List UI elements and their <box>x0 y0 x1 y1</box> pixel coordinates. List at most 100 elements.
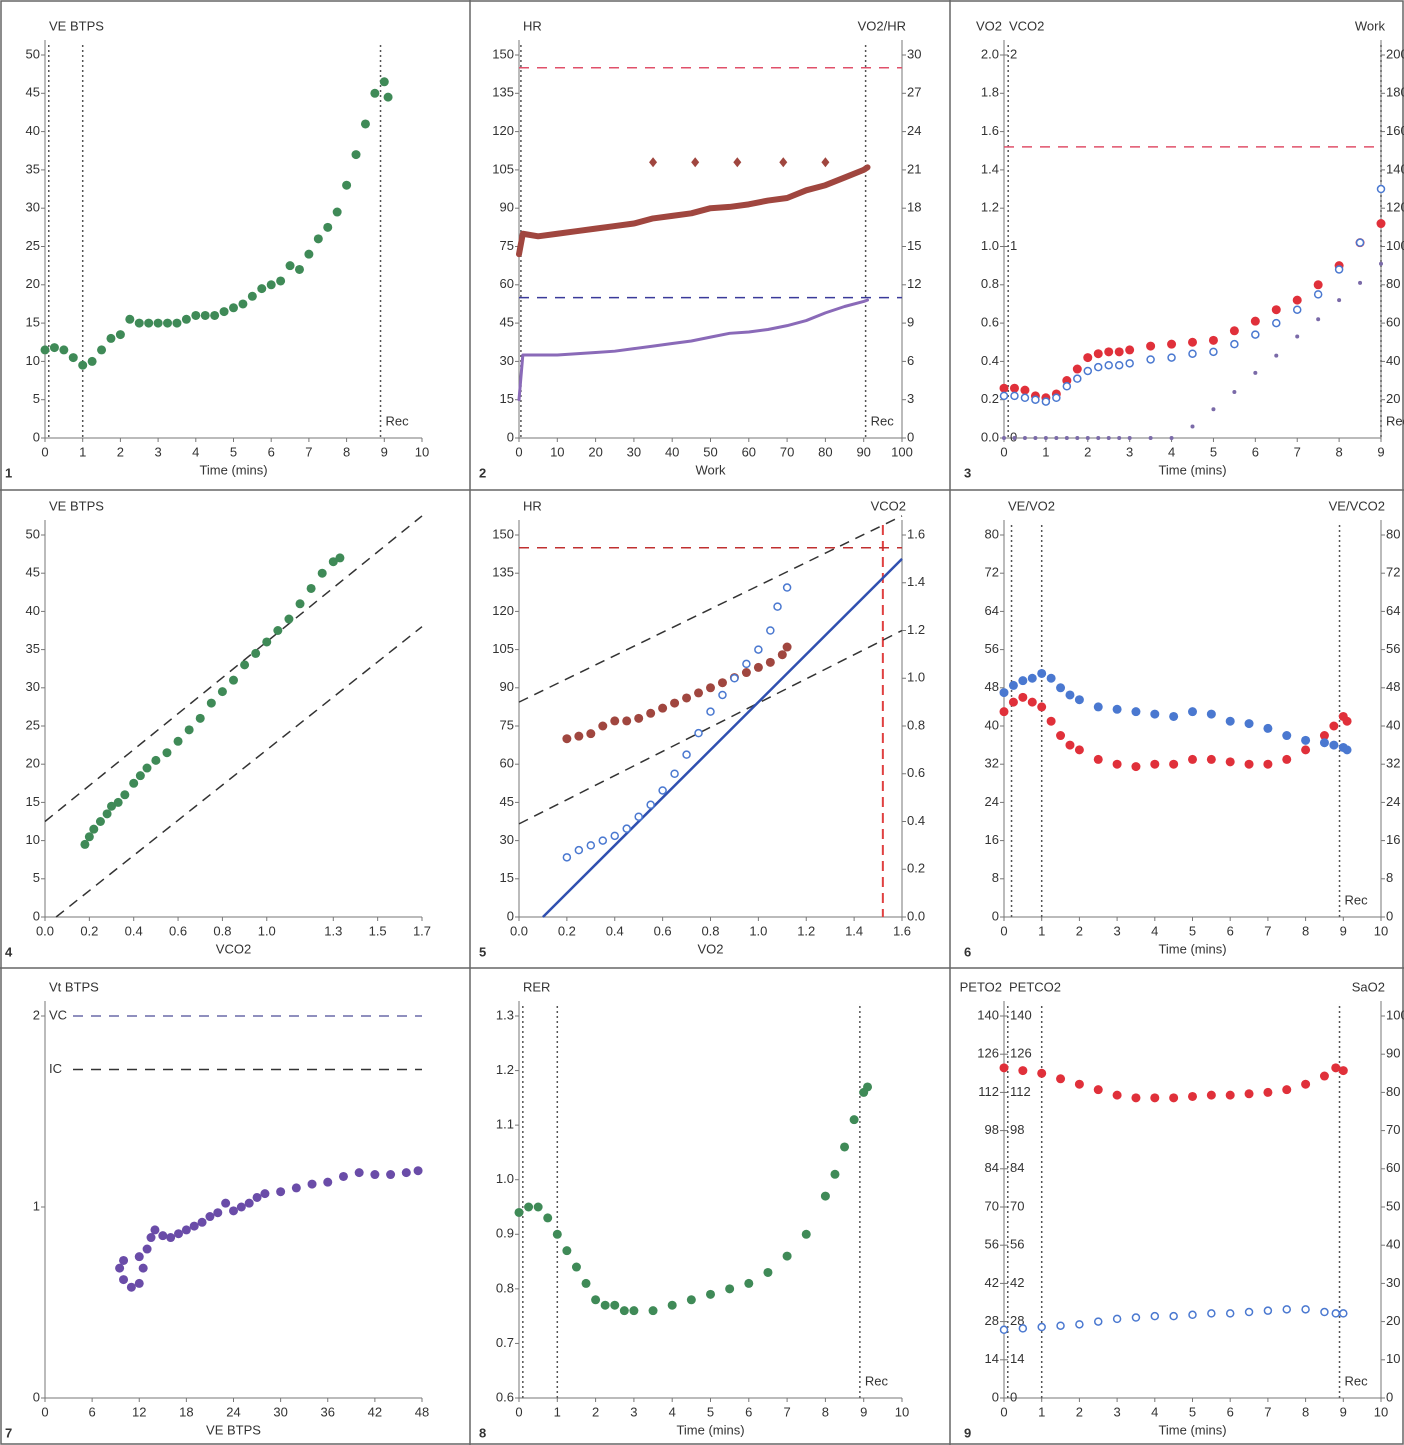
data-point <box>682 693 692 703</box>
data-point <box>262 637 272 647</box>
y2-tick-label: 12 <box>907 276 921 291</box>
data-point <box>691 157 700 168</box>
x-tick-label: 1.7 <box>413 923 431 938</box>
data-point <box>694 728 703 738</box>
data-point <box>1146 341 1156 351</box>
y3-axis-label: PETCO2 <box>1009 979 1061 994</box>
data-point <box>1056 683 1066 693</box>
y-tick-label: 2.0 <box>981 46 999 61</box>
data-point <box>1131 762 1141 772</box>
data-point <box>1093 1085 1103 1095</box>
data-point <box>1027 673 1037 683</box>
series-line <box>517 298 870 402</box>
data-point <box>1020 385 1030 395</box>
data-point <box>342 180 352 190</box>
x-tick-label: 2 <box>1084 444 1091 459</box>
data-point <box>1150 709 1160 719</box>
data-point <box>779 157 788 168</box>
x-tick-label: 1 <box>1042 444 1049 459</box>
data-point <box>134 1278 144 1288</box>
y3-tick-label: 14 <box>1010 1351 1024 1366</box>
data-point <box>801 1229 811 1239</box>
y-tick-label: 8 <box>992 870 999 885</box>
data-point <box>1272 318 1281 328</box>
data-point <box>1230 339 1239 349</box>
data-point <box>1169 1311 1178 1321</box>
y-tick-label: 5 <box>33 391 40 406</box>
data-point <box>1301 745 1311 755</box>
data-point <box>1358 280 1363 285</box>
data-point <box>610 1300 620 1310</box>
data-point <box>782 642 792 652</box>
x-tick-label: 10 <box>550 444 564 459</box>
y-tick-label: 0 <box>33 908 40 923</box>
data-point <box>1072 364 1082 374</box>
marker-label: Rec <box>871 413 895 428</box>
y-tick-label: 40 <box>985 717 999 732</box>
data-point <box>119 1275 129 1285</box>
y-tick-label: 0.2 <box>981 391 999 406</box>
marker-label: Rec <box>386 413 410 428</box>
data-point <box>1131 707 1141 717</box>
y-tick-label: 0 <box>507 908 514 923</box>
data-point <box>706 707 715 716</box>
data-point <box>257 284 267 294</box>
x-tick-label: 24 <box>226 1404 240 1419</box>
data-point <box>1046 716 1056 726</box>
y-tick-label: 0 <box>507 429 514 444</box>
data-point <box>240 660 250 670</box>
y-axis-label: VE BTPS <box>49 498 104 513</box>
y2-axis-label: VCO2 <box>871 498 906 513</box>
y3-tick-label: 70 <box>1010 1198 1024 1213</box>
data-point <box>552 1229 562 1239</box>
data-point <box>753 662 763 672</box>
data-point <box>1085 436 1090 440</box>
x-tick-label: 5 <box>1189 923 1196 938</box>
panel-label: 5 <box>479 944 486 959</box>
data-point <box>210 310 220 320</box>
y3-tick-label: 28 <box>1010 1313 1024 1328</box>
data-point <box>151 755 161 765</box>
y-tick-label: 84 <box>985 1160 999 1175</box>
y2-tick-label: 80 <box>1386 1084 1400 1099</box>
data-point <box>1094 1317 1103 1326</box>
y-tick-label: 20 <box>26 756 40 771</box>
x-tick-label: 12 <box>132 1404 146 1419</box>
x-tick-label: 0.2 <box>558 923 576 938</box>
y2-tick-label: 1.0 <box>907 670 925 685</box>
y-tick-label: 135 <box>492 85 514 100</box>
y-tick-label: 45 <box>500 315 514 330</box>
data-point <box>1319 1071 1329 1081</box>
data-point <box>1125 345 1135 355</box>
data-point <box>95 817 105 826</box>
data-point <box>1188 1310 1197 1320</box>
data-point <box>1020 393 1030 403</box>
data-point <box>1002 436 1006 440</box>
x-tick-label: 2 <box>592 1404 599 1419</box>
x-tick-label: 9 <box>1340 1404 1347 1419</box>
x-tick-label: 50 <box>703 444 717 459</box>
y3-tick-label: 98 <box>1010 1122 1024 1137</box>
data-point <box>1316 317 1321 322</box>
data-point <box>370 88 380 98</box>
data-point <box>1263 723 1273 733</box>
y-tick-label: 98 <box>985 1122 999 1137</box>
x-tick-label: 60 <box>742 444 756 459</box>
y2-tick-label: 120 <box>1386 200 1404 215</box>
y-tick-label: 1.8 <box>981 85 999 100</box>
y2-tick-label: 100 <box>1386 1007 1404 1022</box>
data-point <box>1046 673 1056 683</box>
data-point <box>1018 1066 1028 1076</box>
data-point <box>1244 759 1254 769</box>
x-tick-label: 0.8 <box>213 923 231 938</box>
data-point <box>667 1300 677 1310</box>
y2-tick-label: 40 <box>1386 1237 1400 1252</box>
y-tick-label: 24 <box>985 794 999 809</box>
y-tick-label: 32 <box>985 756 999 771</box>
data-point <box>1104 360 1113 370</box>
data-point <box>1301 1305 1310 1314</box>
data-point <box>1206 709 1216 719</box>
data-point <box>113 797 123 807</box>
data-point <box>1114 347 1124 357</box>
data-point <box>163 318 173 328</box>
